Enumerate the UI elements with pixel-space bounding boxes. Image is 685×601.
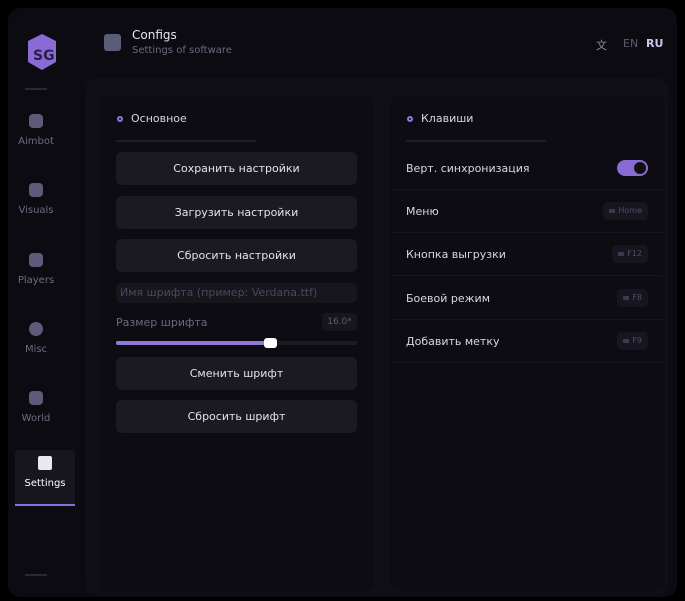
sidebar-item-players[interactable]: Players (6, 247, 66, 303)
keyboard-icon (618, 251, 625, 256)
label: Players (17, 275, 55, 286)
lang-en[interactable]: EN (623, 37, 639, 50)
reset-settings-button[interactable]: Сбросить настройки (116, 239, 357, 272)
label: Верт. синхронизация (406, 162, 530, 175)
svg-text:SG: SG (33, 48, 55, 64)
sidebar: SG (8, 8, 78, 597)
lang-ru[interactable]: RU (646, 37, 664, 50)
key: F8 (632, 293, 642, 302)
label: Visuals (18, 205, 54, 216)
keyboard-icon (609, 208, 616, 213)
combat-mode-keybind[interactable]: F8 (617, 289, 648, 307)
reset-font-button[interactable]: Сбросить шрифт (116, 400, 357, 433)
divider (116, 140, 256, 142)
label: Добавить метку (406, 335, 500, 348)
font-size-value: 16.0* (322, 313, 357, 331)
keys-header: Клавиши (407, 112, 473, 125)
label: Меню (406, 205, 439, 218)
key: F12 (627, 249, 642, 258)
section-title: Основное (131, 112, 187, 125)
users-icon (29, 253, 43, 267)
unload-key-row: Кнопка выгрузки F12 (392, 233, 662, 276)
label: Misc (24, 344, 48, 355)
section-title: Клавиши (421, 112, 474, 125)
label: Settings (24, 478, 66, 489)
translate-icon: 文 (596, 39, 607, 52)
sidebar-item-visuals[interactable]: Visuals (6, 177, 66, 233)
sidebar-item-world[interactable]: World (6, 385, 66, 441)
font-size-label: Размер шрифта (116, 316, 208, 329)
menu-keybind[interactable]: Home (603, 202, 648, 220)
general-header: Основное (117, 112, 187, 125)
font-name-input[interactable]: Имя шрифта (пример: Verdana.ttf) (116, 283, 357, 303)
divider (25, 574, 47, 576)
font-size-slider[interactable] (116, 338, 357, 348)
sidebar-item-aimbot[interactable]: Aimbot (6, 108, 66, 164)
key: Home (618, 206, 642, 215)
slider-thumb[interactable] (264, 338, 278, 348)
page-subtitle: Settings of software (132, 45, 232, 56)
load-settings-button[interactable]: Загрузить настройки (116, 196, 357, 229)
divider (25, 88, 47, 90)
save-settings-button[interactable]: Сохранить настройки (116, 152, 357, 185)
label: Кнопка выгрузки (406, 248, 506, 261)
label: Боевой режим (406, 292, 491, 305)
change-font-button[interactable]: Сменить шрифт (116, 357, 357, 390)
dot-icon (117, 116, 123, 122)
keyboard-icon (623, 295, 630, 300)
keyboard-icon (623, 338, 630, 343)
logo-icon: SG (28, 34, 56, 70)
menu-key-row: Меню Home (392, 190, 662, 233)
vsync-toggle[interactable] (617, 160, 648, 176)
sidebar-item-misc[interactable]: Misc (6, 316, 66, 372)
chat-icon (29, 322, 43, 336)
sidebar-item-settings[interactable]: Settings (15, 450, 75, 506)
dot-icon (407, 116, 413, 122)
key: F9 (632, 336, 642, 345)
divider (406, 140, 546, 142)
add-marker-row: Добавить метку F9 (392, 320, 662, 363)
page-title: Configs (132, 28, 177, 42)
unload-keybind[interactable]: F12 (612, 245, 648, 263)
vr-glasses-icon (29, 183, 43, 197)
list-icon (38, 456, 52, 470)
list-icon (104, 34, 121, 51)
skull-icon (29, 114, 43, 128)
label: Aimbot (18, 136, 54, 147)
briefcase-icon (29, 391, 43, 405)
vsync-row: Верт. синхронизация (392, 147, 662, 190)
combat-mode-row: Боевой режим F8 (392, 277, 662, 320)
slider-fill (116, 341, 271, 345)
add-marker-keybind[interactable]: F9 (617, 332, 648, 350)
label: World (21, 413, 51, 424)
